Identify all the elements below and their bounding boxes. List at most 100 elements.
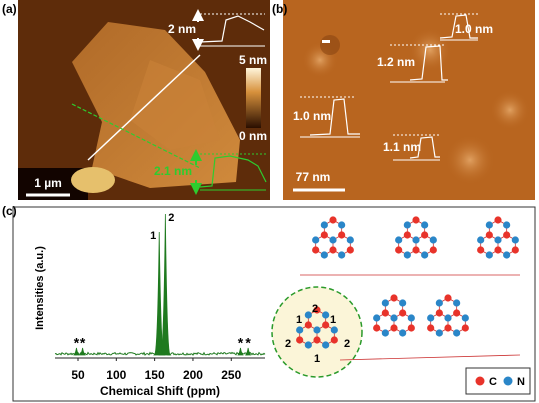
sideband xyxy=(244,347,252,356)
site-label: 1 xyxy=(314,353,320,365)
atom xyxy=(338,221,346,229)
atom xyxy=(330,336,338,344)
height-label: 1.2 nm xyxy=(377,55,415,69)
atom xyxy=(453,299,461,307)
peak xyxy=(159,213,172,356)
colorbar-max: 5 nm xyxy=(239,53,267,67)
atom xyxy=(421,221,429,229)
atom xyxy=(381,329,389,337)
height-label: 1.0 nm xyxy=(293,109,331,123)
x-tick-label: 150 xyxy=(145,368,165,382)
atom xyxy=(503,251,511,259)
atom xyxy=(477,236,485,244)
atom xyxy=(485,231,493,239)
atom xyxy=(453,309,461,317)
atom xyxy=(346,236,354,244)
atom xyxy=(403,251,411,259)
atom xyxy=(296,326,304,334)
atom xyxy=(421,231,429,239)
legend-label: C xyxy=(489,376,497,388)
atom xyxy=(330,326,338,334)
atom xyxy=(427,314,435,322)
atom xyxy=(421,251,429,259)
atom xyxy=(453,329,461,337)
site-label: 1 xyxy=(330,314,336,326)
site-label: 1 xyxy=(296,314,302,326)
sideband xyxy=(79,347,86,356)
sideband-label: * xyxy=(238,335,244,351)
atom xyxy=(485,221,493,229)
atom xyxy=(329,236,337,244)
atom xyxy=(312,246,320,254)
atom xyxy=(503,231,511,239)
atom xyxy=(395,246,403,254)
atom xyxy=(435,309,443,317)
x-tick-label: 100 xyxy=(106,368,126,382)
atom xyxy=(329,246,337,254)
site-label: 2 xyxy=(285,338,291,350)
legend-marker xyxy=(475,376,485,386)
atom xyxy=(313,336,321,344)
atom xyxy=(304,321,312,329)
atom xyxy=(320,221,328,229)
link xyxy=(339,354,521,361)
atom xyxy=(395,236,403,244)
atom xyxy=(494,236,502,244)
atom xyxy=(511,236,519,244)
panel-label: (b) xyxy=(272,2,287,16)
atom xyxy=(312,236,320,244)
atom xyxy=(390,324,398,332)
atom xyxy=(412,246,420,254)
atom xyxy=(313,306,321,314)
scale-bar-label: 77 nm xyxy=(296,170,331,184)
atom xyxy=(399,329,407,337)
atom xyxy=(322,311,330,319)
atom xyxy=(399,309,407,317)
sideband xyxy=(73,347,80,356)
atom xyxy=(320,251,328,259)
atom xyxy=(444,294,452,302)
structure xyxy=(296,216,521,361)
colorbar-min: 0 nm xyxy=(239,129,267,143)
atom xyxy=(346,246,354,254)
atom xyxy=(338,231,346,239)
atom xyxy=(485,251,493,259)
atom xyxy=(412,236,420,244)
x-axis-label: Chemical Shift (ppm) xyxy=(100,384,220,398)
atom xyxy=(296,336,304,344)
legend-label: N xyxy=(517,376,525,388)
peak-label: 1 xyxy=(150,230,156,242)
atom xyxy=(429,246,437,254)
atom xyxy=(381,309,389,317)
afm-image-a xyxy=(18,0,270,200)
height-label: 2 nm xyxy=(168,22,196,36)
atom xyxy=(329,216,337,224)
atom xyxy=(313,326,321,334)
atom xyxy=(390,314,398,322)
site-label: 2 xyxy=(344,338,350,350)
atom xyxy=(444,314,452,322)
atom xyxy=(381,299,389,307)
atom xyxy=(407,324,415,332)
scale-bar-label: 1 µm xyxy=(34,176,62,190)
afm-image-b xyxy=(283,0,535,200)
x-tick-label: 250 xyxy=(221,368,241,382)
atom xyxy=(494,216,502,224)
height-label: 2.1 nm xyxy=(154,164,192,178)
legend-marker xyxy=(503,376,513,386)
panel-frame xyxy=(12,206,536,402)
height-label: 1.1 nm xyxy=(383,140,421,154)
atom xyxy=(338,251,346,259)
atom xyxy=(503,221,511,229)
atom xyxy=(320,231,328,239)
atom xyxy=(444,324,452,332)
sideband xyxy=(237,347,244,356)
atom xyxy=(407,314,415,322)
atom xyxy=(461,324,469,332)
peak-label: 2 xyxy=(168,212,174,224)
atom xyxy=(373,324,381,332)
atom xyxy=(304,311,312,319)
panel-label: (a) xyxy=(2,2,17,16)
sideband-label: * xyxy=(74,335,80,351)
x-tick-label: 200 xyxy=(183,368,203,382)
